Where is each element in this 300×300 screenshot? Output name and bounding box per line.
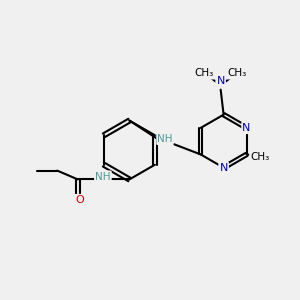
Text: NH: NH	[95, 172, 111, 182]
Text: NH: NH	[157, 134, 173, 144]
Text: O: O	[75, 195, 84, 205]
Text: CH₃: CH₃	[195, 68, 214, 78]
Text: N: N	[242, 123, 251, 133]
Text: N: N	[219, 163, 228, 173]
Text: CH₃: CH₃	[227, 68, 247, 78]
Text: CH₃: CH₃	[250, 152, 269, 162]
Text: N: N	[217, 76, 225, 86]
